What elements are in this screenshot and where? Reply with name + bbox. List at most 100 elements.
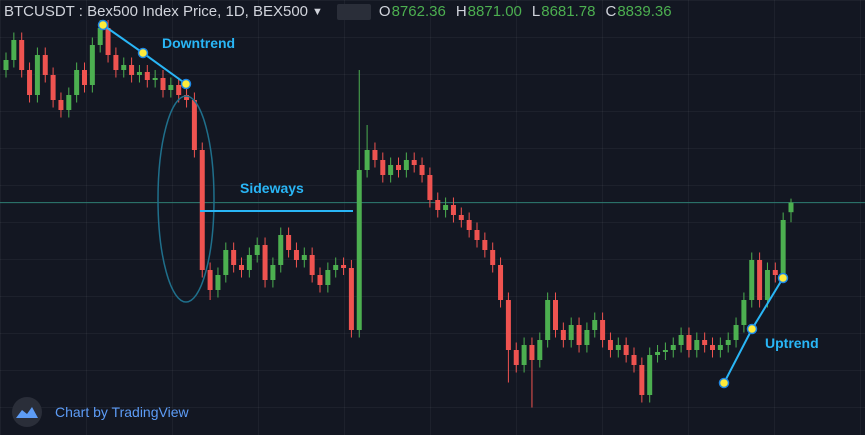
candle-body <box>231 250 237 265</box>
candle-body <box>50 75 56 100</box>
anchor-point <box>718 377 730 389</box>
candle-body <box>270 265 276 280</box>
candle-body <box>694 340 700 350</box>
candle-body <box>403 160 409 170</box>
candle-body <box>545 300 551 340</box>
anchor-point <box>777 272 789 284</box>
candle-body <box>176 85 182 95</box>
candle-body <box>11 40 17 60</box>
candle-body <box>97 28 103 45</box>
candle-body <box>678 335 684 345</box>
candle-body <box>749 260 755 300</box>
ohlc-key: H <box>455 3 467 20</box>
candle-body <box>372 150 378 160</box>
candle-body <box>301 255 307 260</box>
candle-body <box>341 265 347 268</box>
candle-body <box>136 72 142 75</box>
candles <box>0 20 865 408</box>
candle-body <box>388 165 394 175</box>
candle-body <box>482 240 488 250</box>
candle-body <box>725 340 731 345</box>
candle-body <box>788 202 794 213</box>
candle-body <box>639 365 645 395</box>
anchor-points <box>97 19 789 389</box>
candle-body <box>772 270 778 275</box>
candle-body <box>144 72 150 80</box>
candle-body <box>513 350 519 365</box>
candle-body <box>623 345 629 355</box>
candle-body <box>498 265 504 300</box>
candle-body <box>505 300 511 350</box>
candle-body <box>560 330 566 340</box>
candle-body <box>34 55 40 95</box>
candle-body <box>702 340 708 345</box>
candle-body <box>19 40 25 70</box>
anchor-point <box>746 323 758 335</box>
candle-body <box>113 55 119 70</box>
ohlc-key: O <box>378 3 391 20</box>
candle-body <box>757 260 763 300</box>
anchor-point <box>180 78 192 90</box>
ohlc-value: 8871.00 <box>467 3 522 20</box>
candle-body <box>450 205 456 215</box>
candle-body <box>27 70 33 95</box>
candle-body <box>600 320 606 340</box>
candle-body <box>278 235 284 265</box>
candle-body <box>356 170 362 330</box>
candle-body <box>474 230 480 240</box>
candle-body <box>129 65 135 75</box>
candle-body <box>427 175 433 200</box>
candle-body <box>717 345 723 350</box>
ohlc-key: C <box>605 3 617 20</box>
candle-body <box>733 325 739 340</box>
logo <box>12 397 42 427</box>
candle-body <box>246 255 252 270</box>
candle-body <box>82 70 87 85</box>
dropdown-caret[interactable]: ▼ <box>312 5 323 18</box>
candle-body <box>466 220 472 230</box>
annotation: Uptrend <box>765 335 819 351</box>
ohlc-value: 8762.36 <box>391 3 446 20</box>
candle-body <box>521 345 527 365</box>
candle-body <box>74 70 80 95</box>
candle-body <box>584 330 590 345</box>
candle-body <box>89 45 95 85</box>
visibility-toggle[interactable] <box>336 3 371 20</box>
candle-body <box>655 352 661 355</box>
candle-body <box>58 100 64 110</box>
candle-body <box>152 78 158 80</box>
candle-body <box>670 345 676 350</box>
candle-body <box>662 350 668 352</box>
candle-body <box>105 28 111 55</box>
annotation: Sideways <box>240 180 304 196</box>
candle-body <box>160 78 166 90</box>
candle-body <box>458 215 464 220</box>
candle-body <box>348 268 354 330</box>
candle-body <box>419 165 425 175</box>
candle-body <box>631 355 637 365</box>
candle-body <box>615 345 621 350</box>
candle-body <box>184 95 190 100</box>
candle-body <box>191 100 197 150</box>
ellipse-drawing <box>157 95 215 303</box>
anchor-point <box>97 19 109 31</box>
candle-body <box>207 270 213 290</box>
candle-body <box>215 275 221 290</box>
candle-body <box>780 220 786 275</box>
candle-body <box>741 300 747 325</box>
symbol-title: BTCUSDT : Bex500 Index Price, 1D, BEX500 <box>4 3 309 20</box>
candle-body <box>529 345 535 360</box>
drawings: Downtrend Sideways Uptrend <box>12 19 819 427</box>
candle-body <box>490 250 496 265</box>
candle-body <box>576 325 582 345</box>
candle-body <box>764 270 770 300</box>
candle-body <box>607 340 613 350</box>
candle-body <box>537 340 543 360</box>
candle-body <box>647 355 653 395</box>
ohlc-values: O8762.36 H8871.00 L8681.78 C8839.36 <box>379 3 682 20</box>
candle-body <box>3 60 9 70</box>
candle-body <box>262 245 268 280</box>
credit[interactable]: Chart by TradingView <box>55 404 189 420</box>
candle-body <box>325 270 331 285</box>
